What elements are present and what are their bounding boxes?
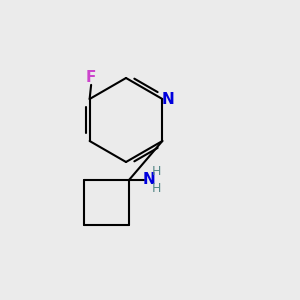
Text: N: N — [161, 92, 174, 106]
Text: H: H — [152, 165, 161, 178]
Text: F: F — [86, 70, 96, 85]
Text: H: H — [152, 182, 161, 195]
Text: N: N — [143, 172, 156, 188]
